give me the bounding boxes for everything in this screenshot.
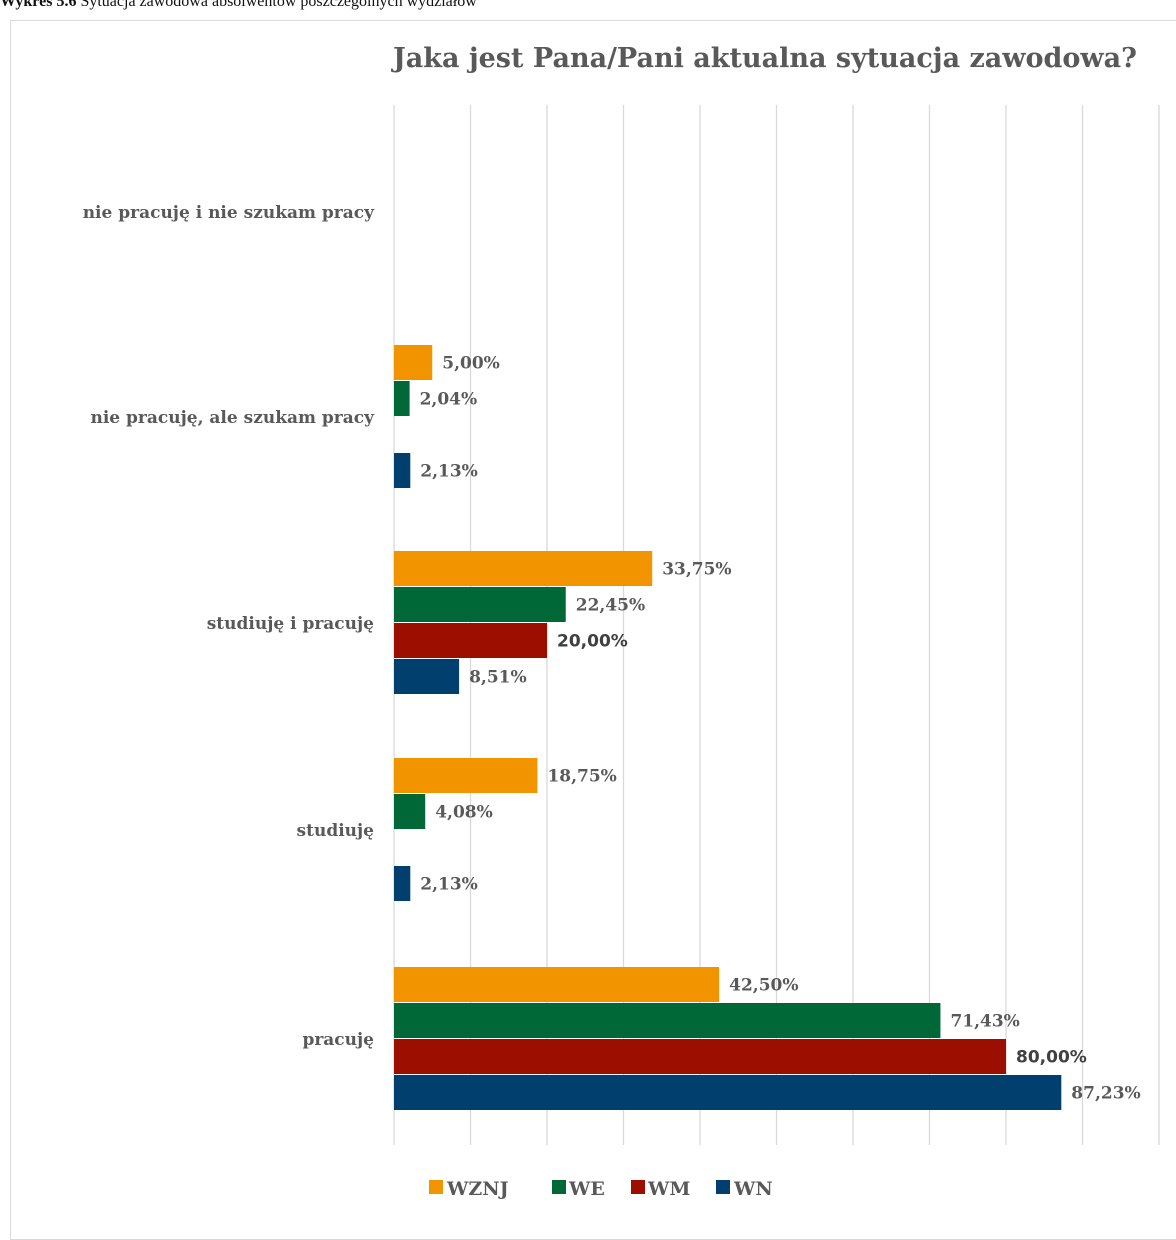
legend-label: WZNJ: [446, 1178, 509, 1200]
data-label: 2,04%: [420, 390, 478, 410]
legend-label: WM: [647, 1178, 690, 1200]
data-label: 22,45%: [576, 596, 645, 616]
bar-we: [394, 794, 426, 829]
legend-label: WN: [733, 1178, 773, 1200]
category-label: studiuję i pracuję: [207, 614, 374, 634]
data-label: 71,43%: [950, 1012, 1019, 1032]
figure-number: Wykres 5.6: [0, 0, 77, 10]
bar-we: [394, 587, 566, 622]
figure-caption-text: Sytuacja zawodowa absolwentów poszczegól…: [76, 0, 477, 10]
bars: [394, 345, 1062, 1110]
data-label: 18,75%: [547, 767, 616, 787]
bar-we: [394, 381, 410, 416]
category-labels: nie pracuję i nie szukam pracy nie pracuj…: [83, 203, 375, 1050]
data-label: 33,75%: [662, 560, 731, 580]
data-label: 8,51%: [469, 668, 527, 688]
bar-wznj: [394, 967, 720, 1002]
data-label: 2,13%: [420, 875, 478, 895]
data-label: 87,23%: [1071, 1084, 1140, 1104]
data-label: 5,00%: [442, 354, 500, 374]
category-label: nie pracuję i nie szukam pracy: [83, 203, 375, 223]
bar-wn: [394, 453, 411, 488]
bar-wznj: [394, 551, 653, 586]
chart-title: Jaka jest Pana/Pani aktualna sytuacja za…: [391, 43, 1137, 74]
bar-wn: [394, 866, 411, 901]
data-label: 20,00%: [557, 632, 628, 652]
bar-we: [394, 1003, 941, 1038]
legend-swatch-we: [552, 1180, 566, 1194]
data-label: 42,50%: [729, 976, 798, 996]
bar-wm: [394, 623, 547, 658]
legend-swatch-wznj: [429, 1180, 443, 1194]
legend-swatch-wn: [716, 1180, 730, 1194]
bar-wn: [394, 1075, 1062, 1110]
legend-label: WE: [568, 1178, 605, 1200]
data-label: 2,13%: [420, 462, 478, 482]
category-label: nie pracuję, ale szukam pracy: [90, 408, 375, 428]
data-label: 80,00%: [1016, 1048, 1087, 1068]
data-label: 4,08%: [435, 803, 493, 823]
category-label: pracuję: [302, 1030, 374, 1050]
legend: WZNJ WE WM WN: [429, 1178, 773, 1200]
category-label: studiuję: [297, 821, 375, 841]
figure-caption: Wykres 5.6 Sytuacja zawodowa absolwentów…: [0, 0, 477, 11]
legend-swatch-wm: [631, 1180, 645, 1194]
bar-wznj: [394, 345, 433, 380]
bar-wm: [394, 1039, 1006, 1074]
bar-wn: [394, 659, 460, 694]
data-labels: 5,00% 2,04% 2,13% 33,75% 22,45% 20,00% 8,51% 18…: [420, 354, 1141, 1104]
bar-wznj: [394, 758, 538, 793]
